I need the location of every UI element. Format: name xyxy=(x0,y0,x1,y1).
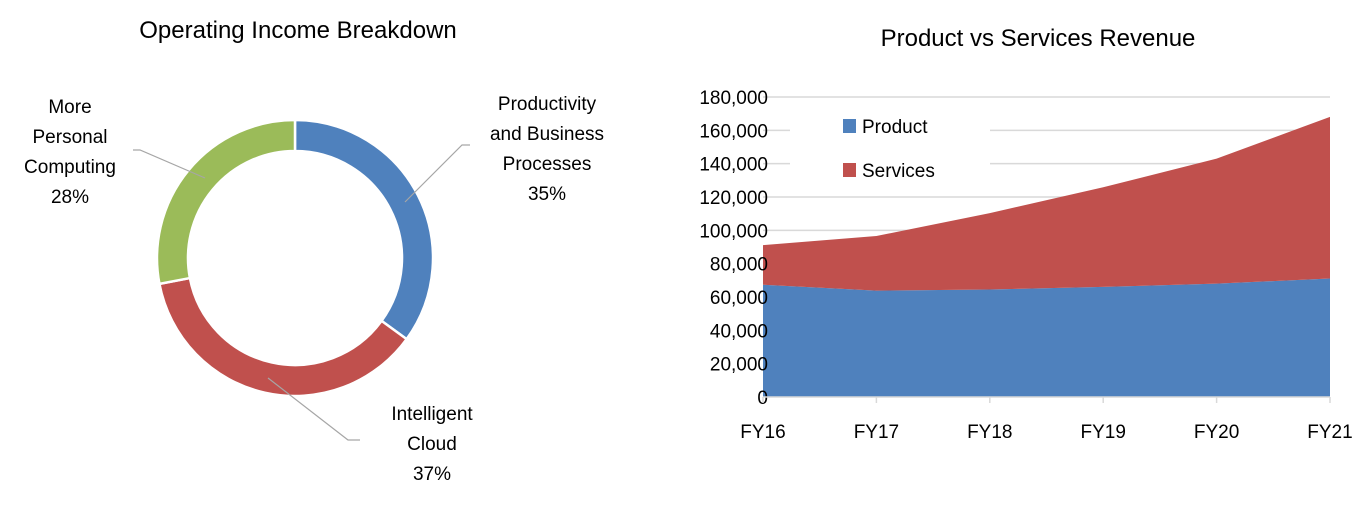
slice-label: Personal xyxy=(33,127,108,148)
donut-title: Operating Income Breakdown xyxy=(139,17,457,44)
slice-value-label: 35% xyxy=(528,184,566,205)
area-series xyxy=(763,116,1330,397)
x-tick-label: FY20 xyxy=(1194,422,1239,443)
area-services xyxy=(763,116,1330,291)
y-tick-label: 100,000 xyxy=(699,221,768,242)
area-title: Product vs Services Revenue xyxy=(881,25,1196,52)
y-tick-label: 160,000 xyxy=(699,121,768,142)
slice-label: Processes xyxy=(503,154,592,175)
y-tick-label: 60,000 xyxy=(710,288,768,309)
slice-label: Computing xyxy=(24,157,116,178)
donut-chart xyxy=(155,118,435,398)
slice-label: Productivity xyxy=(498,94,597,115)
legend-swatch xyxy=(843,119,856,133)
legend-label: Product xyxy=(862,117,928,138)
donut-labels: Productivity and Business Processes 35% Inte… xyxy=(24,94,604,485)
donut-slice xyxy=(155,118,297,286)
slice-label: More xyxy=(48,97,91,118)
slice-label: and Business xyxy=(490,124,604,145)
axes: 020,00040,00060,00080,000100,000120,0001… xyxy=(699,88,1352,443)
donut-slice xyxy=(157,276,409,398)
legend-background xyxy=(790,112,990,187)
slice-label: Intelligent xyxy=(391,404,473,425)
y-tick-label: 120,000 xyxy=(699,188,768,209)
slice-label: Cloud xyxy=(407,434,457,455)
y-tick-label: 20,000 xyxy=(710,355,768,376)
slice-value-label: 28% xyxy=(51,187,89,208)
x-tick-label: FY18 xyxy=(967,422,1012,443)
x-tick-label: FY21 xyxy=(1307,422,1352,443)
y-tick-label: 80,000 xyxy=(710,255,768,276)
y-tick-label: 40,000 xyxy=(710,321,768,342)
x-tick-label: FY17 xyxy=(854,422,899,443)
slice-value-label: 37% xyxy=(413,464,451,485)
y-tick-label: 180,000 xyxy=(699,88,768,109)
leader-line xyxy=(267,377,360,441)
x-tick-label: FY16 xyxy=(740,422,785,443)
legend: Product Services xyxy=(790,112,990,187)
leader-line xyxy=(404,144,470,203)
y-tick-label: 140,000 xyxy=(699,155,768,176)
legend-swatch xyxy=(843,163,856,177)
x-tick-label: FY19 xyxy=(1080,422,1125,443)
legend-label: Services xyxy=(862,161,935,182)
area-product xyxy=(763,278,1330,397)
donut-slice xyxy=(293,118,435,341)
leader-line xyxy=(133,149,206,179)
